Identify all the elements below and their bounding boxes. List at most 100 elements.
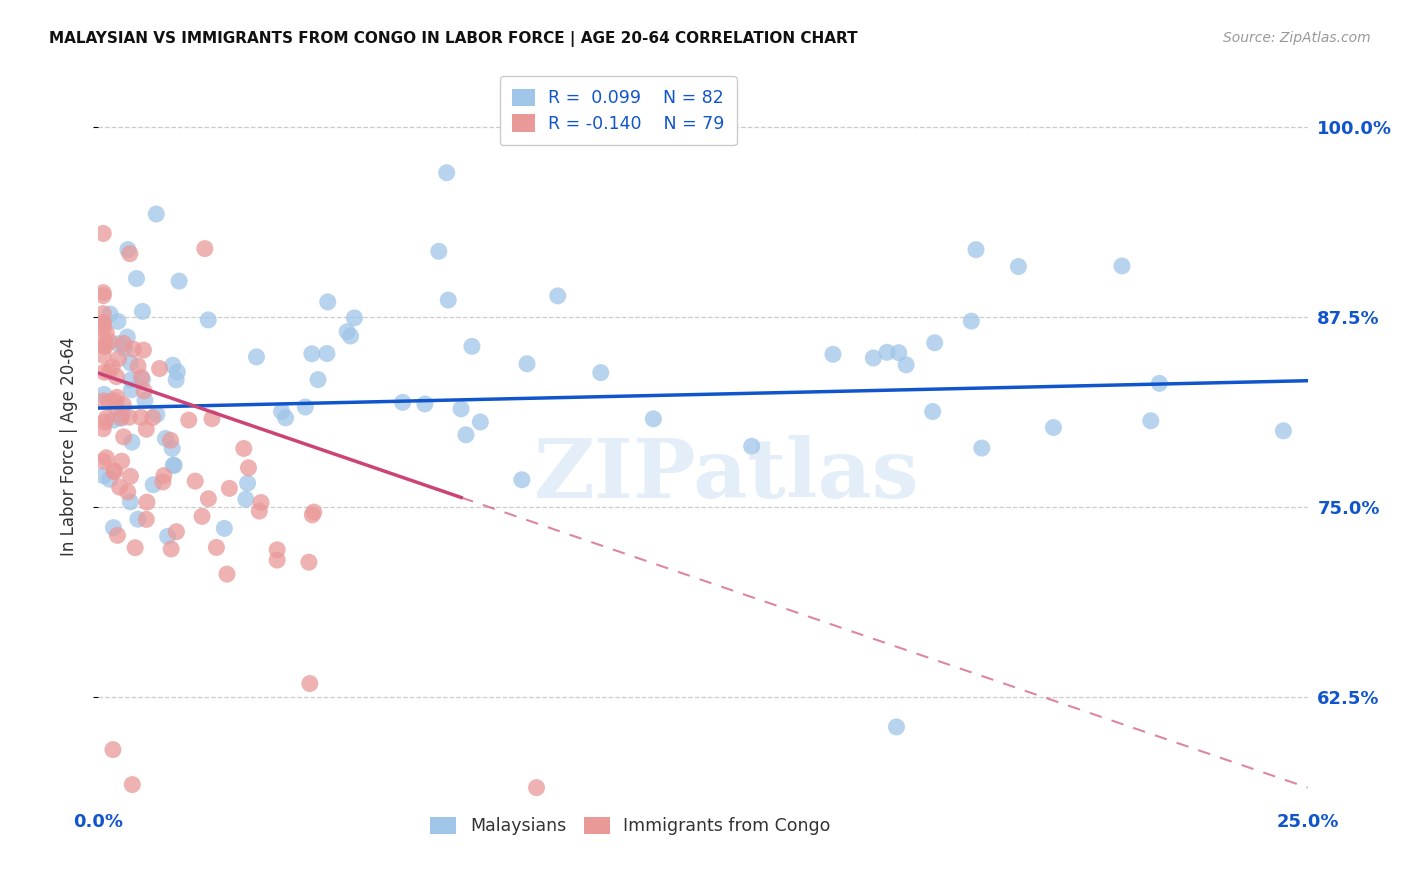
Point xyxy=(197,313,219,327)
Point xyxy=(110,411,132,425)
Point xyxy=(886,720,908,734)
Point xyxy=(132,384,155,398)
Point xyxy=(117,330,139,344)
Point xyxy=(124,541,146,555)
Point xyxy=(316,294,339,309)
Point xyxy=(970,441,993,455)
Point xyxy=(103,521,125,535)
Point xyxy=(96,411,118,425)
Point xyxy=(103,464,125,478)
Point xyxy=(91,307,114,321)
Point xyxy=(120,356,142,370)
Point xyxy=(91,285,114,300)
Point xyxy=(894,358,917,372)
Point xyxy=(250,495,273,509)
Point xyxy=(105,369,128,384)
Point xyxy=(461,339,484,353)
Point xyxy=(112,336,135,351)
Point xyxy=(1007,260,1029,274)
Point xyxy=(266,542,288,557)
Point xyxy=(235,492,257,507)
Point xyxy=(960,314,983,328)
Point xyxy=(93,365,115,379)
Point xyxy=(91,227,114,241)
Point xyxy=(274,410,297,425)
Point xyxy=(125,271,148,285)
Point xyxy=(142,477,165,491)
Point xyxy=(247,504,270,518)
Point xyxy=(1111,259,1133,273)
Point xyxy=(391,395,413,409)
Point xyxy=(131,304,153,318)
Point xyxy=(153,468,176,483)
Point xyxy=(302,505,325,519)
Point xyxy=(547,289,569,303)
Point xyxy=(167,274,190,288)
Point xyxy=(98,365,121,379)
Point xyxy=(120,495,142,509)
Point xyxy=(924,335,946,350)
Point xyxy=(121,778,143,792)
Point xyxy=(101,742,124,756)
Y-axis label: In Labor Force | Age 20-64: In Labor Force | Age 20-64 xyxy=(59,336,77,556)
Point xyxy=(162,358,184,372)
Point xyxy=(205,541,228,555)
Point xyxy=(120,383,142,397)
Point xyxy=(107,314,129,328)
Point xyxy=(413,397,436,411)
Point xyxy=(436,166,458,180)
Point xyxy=(98,472,121,486)
Point xyxy=(165,524,187,539)
Point xyxy=(1272,424,1295,438)
Point xyxy=(184,474,207,488)
Point xyxy=(91,288,114,302)
Point xyxy=(516,357,538,371)
Text: MALAYSIAN VS IMMIGRANTS FROM CONGO IN LABOR FORCE | AGE 20-64 CORRELATION CHART: MALAYSIAN VS IMMIGRANTS FROM CONGO IN LA… xyxy=(49,31,858,47)
Point xyxy=(232,442,254,456)
Point xyxy=(127,512,149,526)
Point xyxy=(129,410,152,425)
Point xyxy=(142,410,165,425)
Point xyxy=(427,244,450,259)
Point xyxy=(117,243,139,257)
Point xyxy=(103,465,125,479)
Point xyxy=(876,345,898,359)
Point xyxy=(91,422,114,436)
Point xyxy=(156,529,179,543)
Point xyxy=(117,485,139,500)
Point xyxy=(118,410,141,425)
Point xyxy=(159,434,181,448)
Point xyxy=(238,460,260,475)
Point xyxy=(135,512,157,526)
Point xyxy=(298,676,321,690)
Point xyxy=(160,541,183,556)
Point xyxy=(450,401,472,416)
Point xyxy=(1139,414,1161,428)
Point xyxy=(107,336,129,351)
Point xyxy=(316,346,339,360)
Point xyxy=(91,394,114,409)
Point xyxy=(821,347,844,361)
Point xyxy=(112,398,135,412)
Point xyxy=(93,334,115,348)
Point xyxy=(1042,420,1064,434)
Point xyxy=(131,372,153,386)
Point xyxy=(107,351,129,366)
Point xyxy=(470,415,492,429)
Point xyxy=(134,393,156,408)
Point xyxy=(91,321,114,335)
Point xyxy=(266,553,288,567)
Point xyxy=(96,326,118,340)
Point xyxy=(101,359,124,374)
Point xyxy=(921,404,943,418)
Point xyxy=(454,427,477,442)
Point xyxy=(214,521,236,535)
Point xyxy=(91,348,114,362)
Point xyxy=(103,413,125,427)
Point xyxy=(91,468,114,483)
Point xyxy=(301,347,323,361)
Point xyxy=(111,454,134,468)
Point xyxy=(91,339,114,353)
Point xyxy=(965,243,987,257)
Point xyxy=(148,361,170,376)
